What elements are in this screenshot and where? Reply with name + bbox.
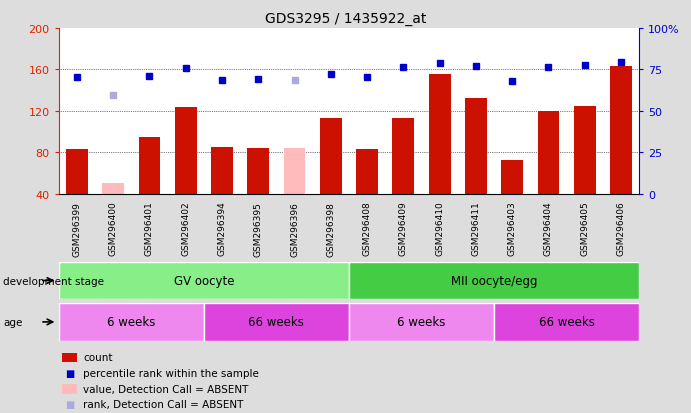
Bar (349, 262, 639, 299)
Bar (204, 304, 349, 341)
Bar (320, 119, 341, 194)
Bar (66, 150, 88, 194)
Text: GDS3295 / 1435922_at: GDS3295 / 1435922_at (265, 12, 426, 26)
Text: 6 weeks: 6 weeks (107, 316, 155, 329)
Bar (501, 161, 523, 194)
Text: GSM296402: GSM296402 (181, 201, 190, 256)
Text: GSM296408: GSM296408 (363, 201, 372, 256)
Text: GSM296410: GSM296410 (435, 201, 444, 256)
Text: GV oocyte: GV oocyte (173, 274, 234, 287)
Text: GSM296394: GSM296394 (218, 201, 227, 256)
Bar (102, 184, 124, 194)
Bar (610, 67, 632, 194)
Text: value, Detection Call = ABSENT: value, Detection Call = ABSENT (83, 384, 248, 394)
Bar (211, 147, 233, 194)
Text: percentile rank within the sample: percentile rank within the sample (83, 368, 259, 378)
Text: GSM296403: GSM296403 (508, 201, 517, 256)
Bar (349, 304, 494, 341)
Text: GSM296406: GSM296406 (616, 201, 625, 256)
Text: MII oocyte/egg: MII oocyte/egg (451, 274, 538, 287)
Text: age: age (3, 317, 23, 327)
Text: ■: ■ (65, 368, 75, 378)
Text: GSM296401: GSM296401 (145, 201, 154, 256)
Text: count: count (83, 352, 113, 362)
Text: GSM296404: GSM296404 (544, 201, 553, 256)
Bar (59, 304, 204, 341)
Bar (392, 119, 414, 194)
Text: GSM296398: GSM296398 (326, 201, 335, 256)
Text: GSM296400: GSM296400 (108, 201, 117, 256)
Bar (357, 150, 378, 194)
Text: GSM296409: GSM296409 (399, 201, 408, 256)
Text: GSM296395: GSM296395 (254, 201, 263, 256)
Text: GSM296396: GSM296396 (290, 201, 299, 256)
Text: rank, Detection Call = ABSENT: rank, Detection Call = ABSENT (83, 399, 243, 409)
Text: 66 weeks: 66 weeks (249, 316, 304, 329)
Text: GSM296405: GSM296405 (580, 201, 589, 256)
Bar (247, 149, 269, 194)
Text: development stage: development stage (3, 276, 104, 286)
Text: 6 weeks: 6 weeks (397, 316, 446, 329)
Text: GSM296399: GSM296399 (73, 201, 82, 256)
Bar (59, 262, 349, 299)
Bar (428, 74, 451, 194)
Text: 66 weeks: 66 weeks (539, 316, 594, 329)
Text: GSM296411: GSM296411 (471, 201, 480, 256)
Bar (494, 304, 639, 341)
Text: ■: ■ (65, 399, 75, 409)
Bar (574, 106, 596, 194)
Bar (538, 112, 559, 194)
Bar (138, 137, 160, 194)
Bar (465, 99, 486, 194)
Bar (283, 149, 305, 194)
Bar (175, 107, 196, 194)
